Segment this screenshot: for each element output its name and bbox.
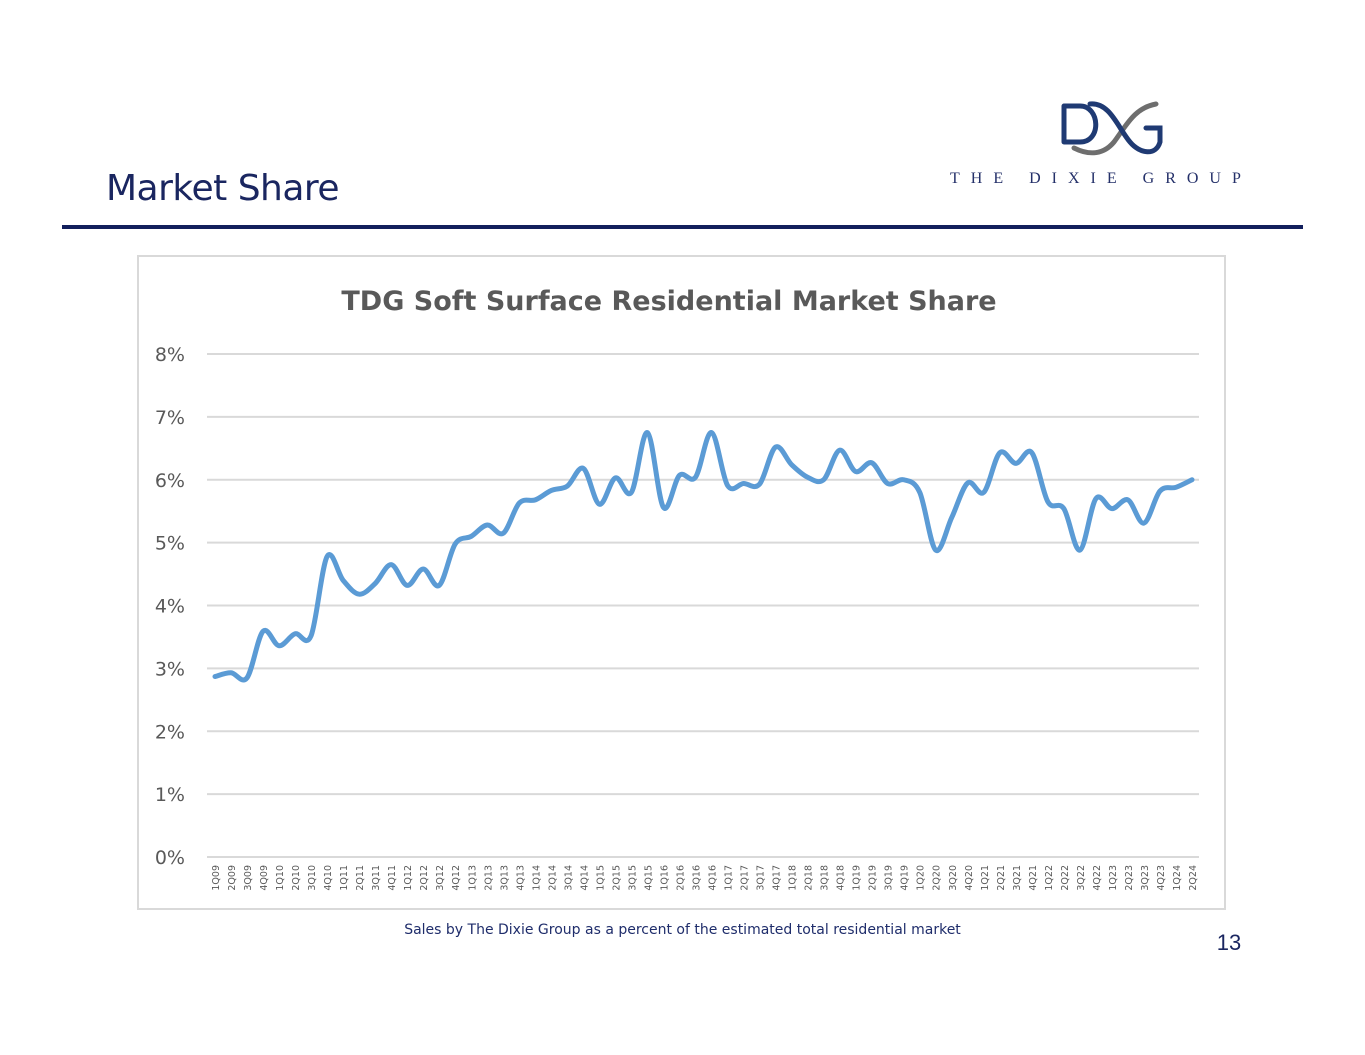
x-tick-label: 1Q09 [211,865,222,891]
x-tick-label: 1Q23 [1108,865,1119,891]
dixie-group-logo: THE DIXIE GROUP [950,98,1280,193]
x-tick-label: 2Q10 [291,865,302,891]
x-tick-label: 2Q15 [611,865,622,891]
x-tick-label: 1Q12 [403,865,414,891]
x-tick-label: 3Q14 [563,865,574,891]
x-tick-label: 3Q23 [1140,865,1151,891]
x-tick-label: 4Q12 [451,865,462,891]
x-tick-label: 2Q13 [483,865,494,891]
x-tick-label: 2Q24 [1188,865,1199,891]
x-tick-label: 2Q19 [868,865,879,891]
x-tick-label: 1Q22 [1044,865,1055,891]
dixie-logo-mark-icon [1061,101,1163,156]
x-tick-label: 1Q20 [916,865,927,891]
logo-text: THE DIXIE GROUP [950,170,1252,187]
chart-title: TDG Soft Surface Residential Market Shar… [341,286,996,317]
x-tick-label: 2Q09 [227,865,238,891]
x-tick-label: 2Q12 [419,865,430,891]
x-tick-label: 4Q18 [836,865,847,891]
chart-frame: TDG Soft Surface Residential Market Shar… [137,255,1226,910]
x-tick-label: 1Q19 [852,865,863,891]
x-tick-label: 3Q21 [1012,865,1023,891]
x-tick-label: 2Q22 [1060,865,1071,891]
y-tick-label: 1% [155,784,185,806]
x-tick-label: 1Q24 [1172,865,1183,891]
x-tick-label: 3Q13 [499,865,510,891]
x-tick-label: 4Q10 [323,865,334,891]
x-tick-label: 4Q09 [259,865,270,891]
y-tick-label: 6% [155,470,185,492]
x-tick-label: 1Q18 [788,865,799,891]
y-tick-label: 0% [155,847,185,869]
chart-caption: Sales by The Dixie Group as a percent of… [404,922,961,938]
x-tick-label: 2Q18 [804,865,815,891]
x-tick-label: 2Q16 [675,865,686,891]
x-tick-label: 1Q21 [980,865,991,891]
x-tick-label: 3Q15 [627,865,638,891]
x-tick-label: 3Q12 [435,865,446,891]
x-tick-label: 4Q23 [1156,865,1167,891]
y-tick-label: 2% [155,721,185,743]
x-tick-label: 1Q10 [275,865,286,891]
x-tick-label: 1Q16 [659,865,670,891]
x-tick-label: 4Q19 [900,865,911,891]
x-tick-label: 4Q22 [1092,865,1103,891]
x-tick-label: 3Q11 [371,865,382,891]
x-tick-label: 3Q19 [884,865,895,891]
x-tick-label: 4Q11 [387,865,398,891]
x-tick-label: 3Q20 [948,865,959,891]
x-tick-label: 2Q11 [355,865,366,891]
x-tick-label: 2Q21 [996,865,1007,891]
x-tick-label: 3Q22 [1076,865,1087,891]
slide-title: Market Share [106,168,340,209]
y-tick-label: 4% [155,596,185,618]
x-tick-label: 4Q14 [579,865,590,891]
x-tick-label: 2Q20 [932,865,943,891]
x-tick-label: 3Q16 [691,865,702,891]
x-tick-label: 4Q16 [708,865,719,891]
x-tick-label: 1Q15 [595,865,606,891]
x-tick-label: 2Q23 [1124,865,1135,891]
y-tick-label: 5% [155,533,185,555]
x-tick-label: 3Q10 [307,865,318,891]
x-tick-label: 3Q18 [820,865,831,891]
market-share-line-chart: TDG Soft Surface Residential Market Shar… [155,286,1199,891]
page-number: 13 [1216,930,1242,955]
y-tick-label: 8% [155,344,185,366]
x-tick-label: 3Q09 [243,865,254,891]
x-tick-label: 4Q20 [964,865,975,891]
x-tick-label: 2Q17 [740,865,751,891]
series-line [212,430,1195,683]
x-tick-label: 1Q17 [724,865,735,891]
x-tick-label: 4Q17 [772,865,783,891]
x-tick-label: 1Q13 [467,865,478,891]
x-tick-label: 4Q21 [1028,865,1039,891]
x-tick-label: 1Q11 [339,865,350,891]
x-tick-label: 4Q15 [643,865,654,891]
x-tick-label: 4Q13 [515,865,526,891]
x-tick-label: 3Q17 [756,865,767,891]
header-rule [62,225,1303,229]
y-tick-label: 3% [155,658,185,680]
y-tick-label: 7% [155,407,185,429]
x-tick-label: 1Q14 [531,865,542,891]
x-tick-label: 2Q14 [547,865,558,891]
